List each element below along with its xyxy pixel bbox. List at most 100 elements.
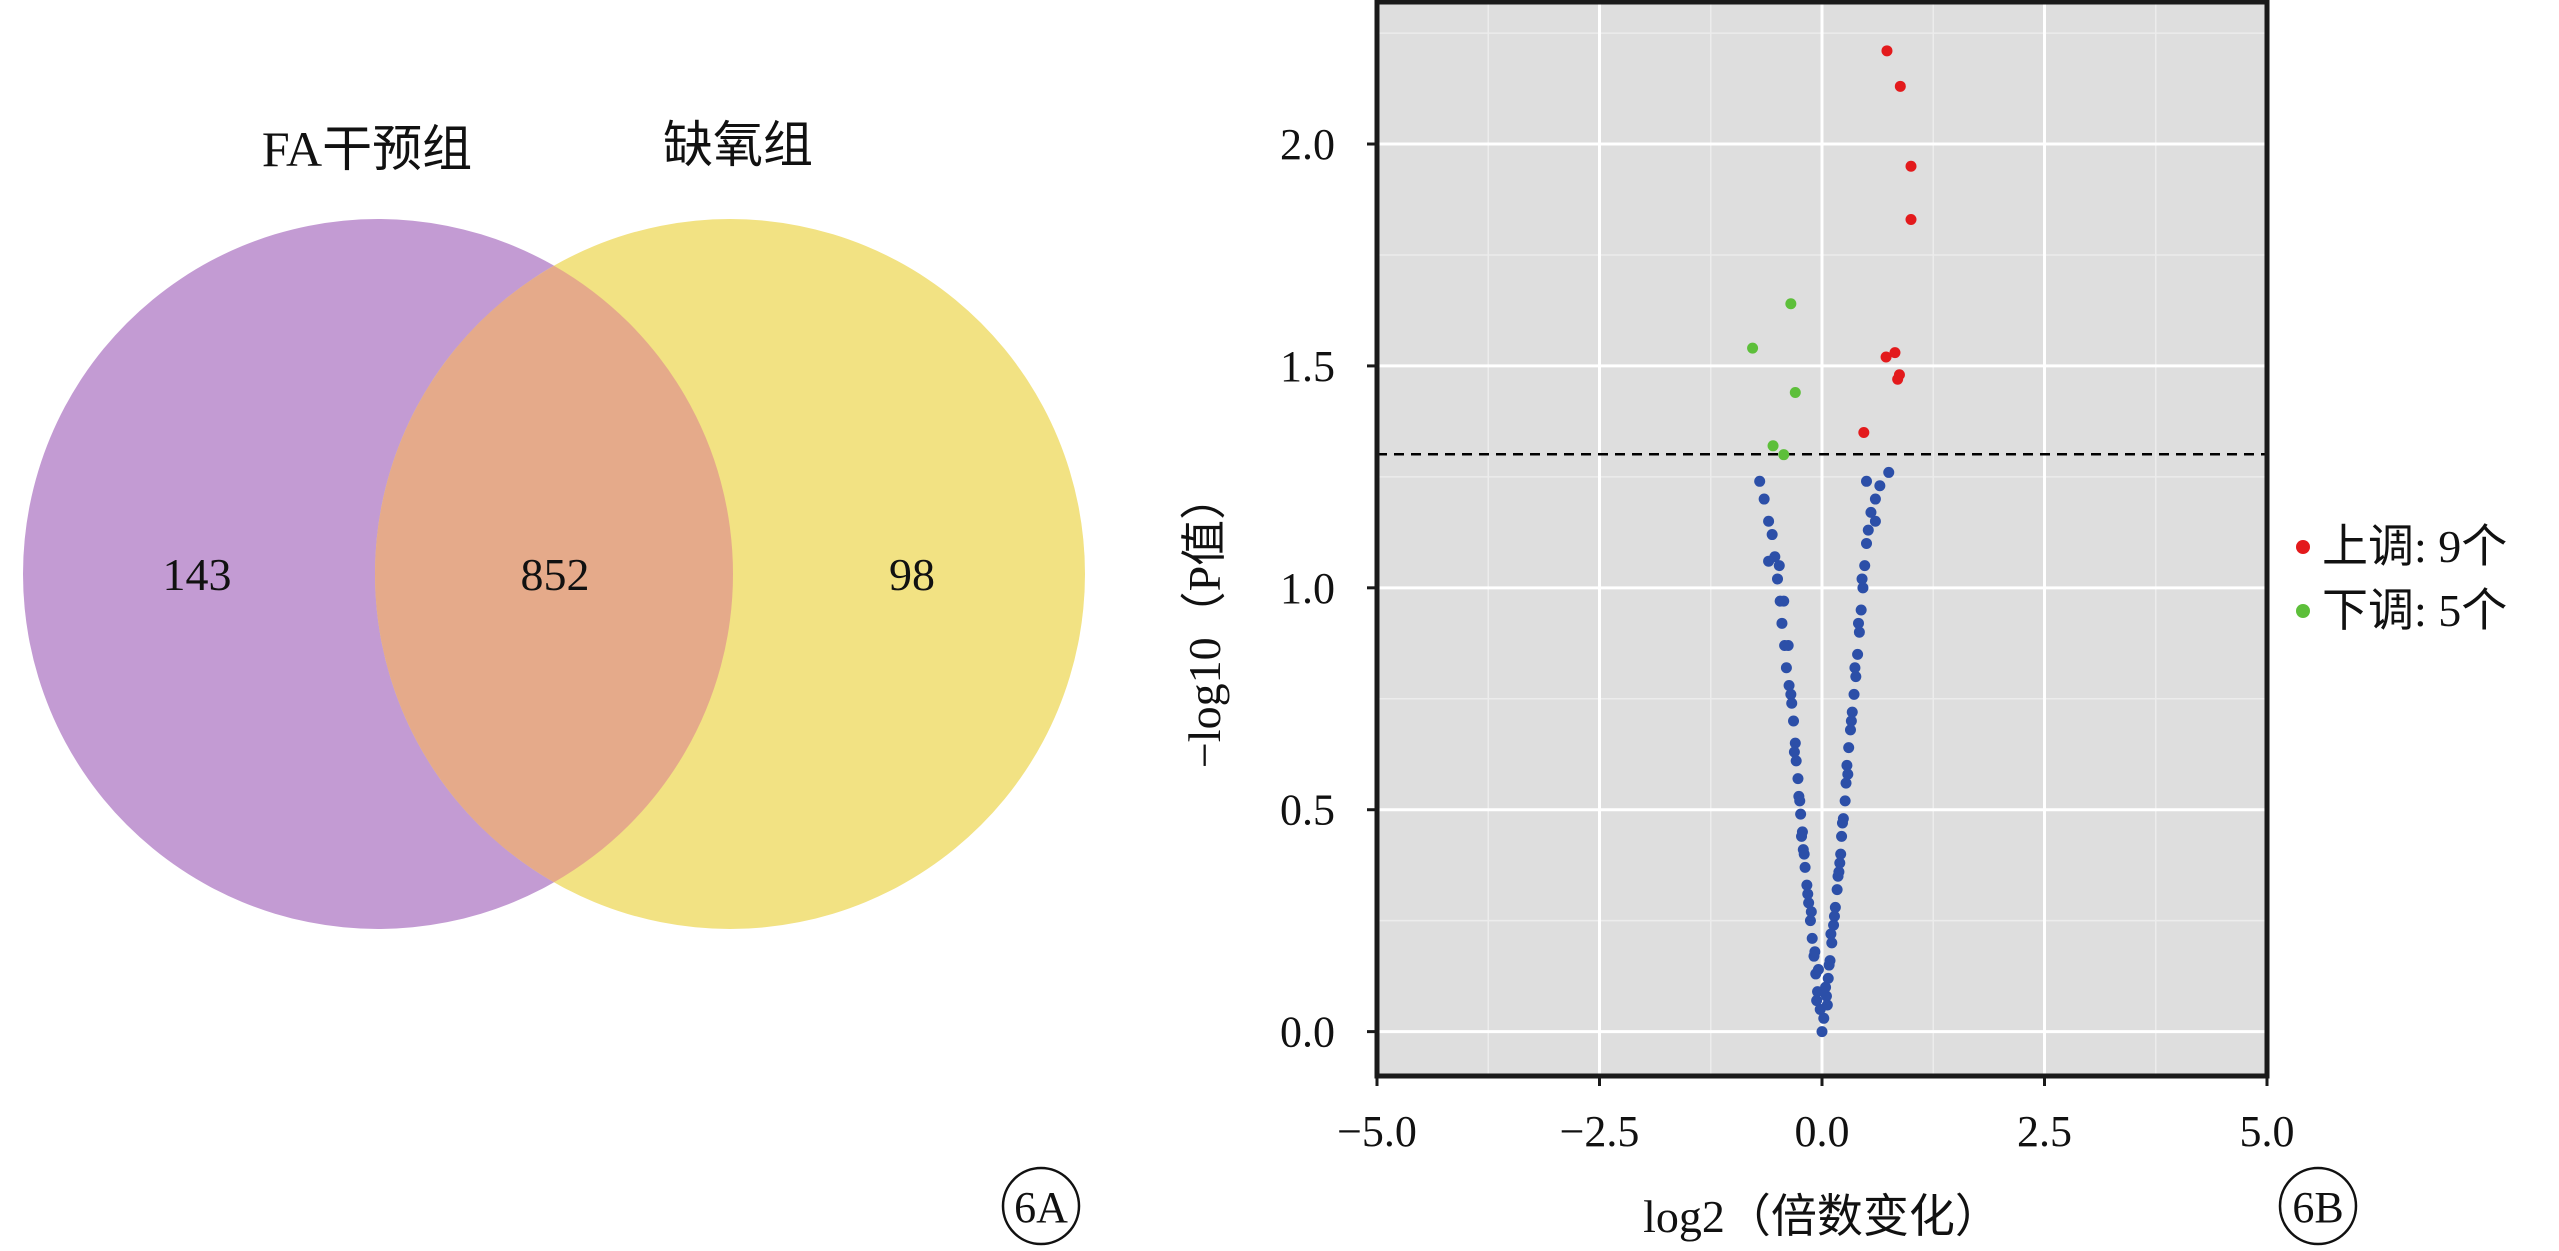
point-down <box>1789 387 1801 399</box>
point-down <box>1747 342 1759 354</box>
point-ns <box>1850 671 1862 683</box>
point-ns <box>1843 742 1855 754</box>
point-down <box>1767 440 1779 452</box>
point-ns <box>1820 990 1832 1002</box>
point-ns <box>1802 888 1814 900</box>
panel-label-b: 6B <box>2292 1183 2343 1232</box>
point-ns <box>1790 755 1802 767</box>
legend-marker-down <box>2296 604 2310 618</box>
point-ns <box>1806 932 1818 944</box>
venn-intersection <box>375 265 733 883</box>
point-ns <box>1822 972 1834 984</box>
point-ns <box>1772 573 1783 585</box>
point-ns <box>1836 830 1848 842</box>
point-down <box>1778 449 1790 461</box>
point-ns <box>1825 928 1837 940</box>
x-tick-label: 0.0 <box>1795 1107 1850 1156</box>
point-ns <box>1763 515 1775 527</box>
point-ns <box>1816 1026 1828 1038</box>
point-ns <box>1828 919 1840 931</box>
point-ns <box>1782 640 1794 652</box>
point-ns <box>1852 648 1864 660</box>
point-up <box>1880 351 1892 363</box>
point-ns <box>1832 870 1844 882</box>
point-ns <box>1809 946 1821 958</box>
point-ns <box>1840 777 1852 789</box>
point-ns <box>1861 537 1872 549</box>
point-ns <box>1776 617 1788 629</box>
point-ns <box>1763 555 1775 567</box>
point-ns <box>1845 715 1857 727</box>
y-tick-label: 2.0 <box>1280 120 1335 169</box>
point-ns <box>1839 795 1851 807</box>
point-ns <box>1773 560 1785 572</box>
y-tick-label: 1.5 <box>1280 342 1335 391</box>
point-ns <box>1794 795 1806 807</box>
point-ns <box>1783 679 1795 691</box>
point-ns <box>1865 506 1877 518</box>
point-up <box>1889 347 1901 359</box>
y-axis-label: −log10（P值） <box>1179 474 1230 768</box>
point-ns <box>1835 848 1847 860</box>
point-ns <box>1852 617 1864 629</box>
x-axis-label: log2（倍数变化） <box>1643 1191 2001 1242</box>
panel-label-circle-b <box>2278 1166 2358 1246</box>
point-ns <box>1788 746 1800 758</box>
volcano-plot: −5.0 −2.5 0.0 2.5 5.0 0.0 0.5 1.0 1.5 2.0 log2（倍… <box>1179 0 2507 1246</box>
point-ns <box>1795 808 1807 820</box>
legend: 上调: 9个 下调: 5个 <box>2296 521 2507 636</box>
x-tick-label: −2.5 <box>1560 1107 1640 1156</box>
x-tick-label: −5.0 <box>1337 1107 1417 1156</box>
point-ns <box>1821 999 1833 1011</box>
y-tick-label: 0.0 <box>1280 1008 1335 1057</box>
point-ns <box>1820 981 1832 993</box>
point-ns <box>1754 475 1766 487</box>
point-ns <box>1883 466 1895 478</box>
point-ns <box>1861 475 1872 487</box>
point-ns <box>1812 986 1824 998</box>
point-up <box>1881 45 1893 57</box>
point-ns <box>1818 1012 1830 1024</box>
venn-set-label-hypoxia: 缺氧组 <box>663 117 813 173</box>
point-ns <box>1842 768 1854 780</box>
data-points <box>1747 45 1917 1038</box>
point-ns <box>1796 830 1808 842</box>
point-ns <box>1844 724 1856 736</box>
point-ns <box>1862 524 1874 536</box>
point-ns <box>1841 759 1853 771</box>
point-ns <box>1780 662 1792 674</box>
point-down <box>1785 298 1797 310</box>
point-ns <box>1869 493 1881 505</box>
legend-label-up: 上调: 9个 <box>2322 521 2507 572</box>
x-tick-label: 2.5 <box>2017 1107 2072 1156</box>
legend-marker-up <box>2296 540 2310 554</box>
point-ns <box>1828 910 1840 922</box>
point-ns <box>1848 688 1860 700</box>
point-ns <box>1874 480 1886 492</box>
point-up <box>1893 369 1905 381</box>
venn-count-fa-only: 143 <box>163 549 232 600</box>
y-tick-label: 0.5 <box>1280 786 1335 835</box>
point-ns <box>1834 857 1846 869</box>
point-ns <box>1804 915 1816 927</box>
point-ns <box>1792 773 1804 785</box>
point-ns <box>1758 493 1770 505</box>
point-ns <box>1811 995 1823 1007</box>
point-ns <box>1788 715 1800 727</box>
point-ns <box>1805 906 1817 918</box>
point-ns <box>1786 697 1798 709</box>
point-ns <box>1829 901 1841 913</box>
panel-label-a: 6A <box>1014 1183 1068 1232</box>
point-up <box>1858 426 1870 438</box>
y-ticks: 0.0 0.5 1.0 1.5 2.0 <box>1280 120 1377 1057</box>
point-ns <box>1857 582 1869 594</box>
venn-set-label-fa: FA干预组 <box>262 121 472 177</box>
x-tick-label: 5.0 <box>2240 1107 2295 1156</box>
venn-count-intersection: 852 <box>521 549 590 600</box>
point-ns <box>1799 861 1811 873</box>
point-ns <box>1836 817 1848 829</box>
panel-label-circle-a <box>1001 1166 1081 1246</box>
point-ns <box>1785 688 1797 700</box>
legend-label-down: 下调: 5个 <box>2322 585 2507 636</box>
